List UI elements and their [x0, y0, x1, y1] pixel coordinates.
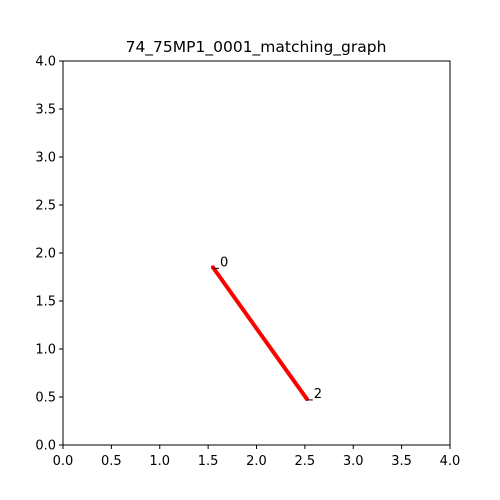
x-tick-label: 4.0 [440, 454, 461, 469]
graph-edge [213, 267, 307, 399]
x-tick-label: 2.0 [246, 454, 267, 469]
x-tick-label: 0.5 [101, 454, 122, 469]
y-tick-label: 3.5 [35, 103, 56, 118]
y-tick-label: 0.0 [35, 439, 56, 454]
y-tick-label: 1.5 [35, 295, 56, 310]
y-tick-label: 2.0 [35, 247, 56, 262]
y-tick-label: 0.5 [35, 391, 56, 406]
y-tick-label: 1.0 [35, 343, 56, 358]
x-tick-label: 3.5 [391, 454, 412, 469]
node-label: 2 [314, 387, 322, 402]
x-tick-label: 1.5 [198, 454, 219, 469]
y-tick-label: 4.0 [35, 55, 56, 70]
edges-layer [213, 267, 307, 399]
y-axis-ticks: 0.0 0.5 1.0 1.5 2.0 2.5 3.0 3.5 4.0 [35, 55, 63, 454]
x-tick-label: 2.5 [295, 454, 316, 469]
x-tick-label: 1.0 [149, 454, 170, 469]
x-tick-label: 0.0 [53, 454, 74, 469]
x-axis-ticks: 0.0 0.5 1.0 1.5 2.0 2.5 3.0 3.5 4.0 [53, 445, 461, 469]
y-tick-label: 2.5 [35, 199, 56, 214]
node-label: 0 [220, 255, 228, 270]
plot-frame [63, 61, 450, 445]
chart-title: 74_75MP1_0001_matching_graph [126, 38, 387, 57]
nodes-layer: 02 [211, 255, 322, 402]
y-tick-label: 3.0 [35, 151, 56, 166]
x-tick-label: 3.0 [343, 454, 364, 469]
